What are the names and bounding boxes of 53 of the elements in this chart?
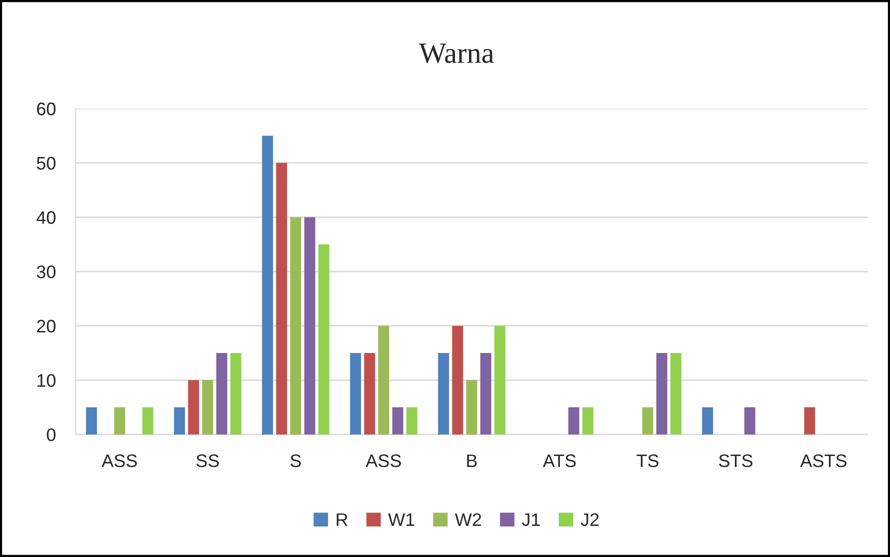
- bar: [114, 407, 126, 434]
- legend-label: W1: [388, 513, 414, 526]
- bar: [670, 353, 682, 434]
- legend-label: J1: [522, 513, 540, 526]
- legend-label: W2: [454, 513, 482, 526]
- bar: [86, 407, 97, 434]
- bar: [452, 326, 464, 434]
- y-tick-label: 40: [36, 211, 56, 224]
- y-tick-label: 0: [46, 428, 56, 442]
- bar: [290, 217, 302, 434]
- bar: [582, 407, 594, 434]
- x-tick-label: ATS: [542, 454, 576, 468]
- y-tick-label: 20: [37, 320, 56, 333]
- bar: [466, 380, 478, 434]
- bar: [304, 217, 316, 434]
- bar: [318, 244, 330, 434]
- x-tick-label: B: [467, 454, 477, 467]
- bar: [202, 380, 214, 434]
- y-tick-label: 60: [37, 102, 56, 116]
- bar: [744, 407, 756, 434]
- y-tick-label: 10: [38, 374, 56, 387]
- bar: [276, 162, 288, 434]
- bar: [642, 407, 654, 434]
- x-tick-label: STS: [718, 454, 752, 468]
- legend-label: R: [336, 513, 348, 526]
- y-tick-label: 50: [36, 156, 56, 170]
- bar: [438, 353, 450, 434]
- x-tick-label: ASS: [102, 454, 137, 468]
- bar: [230, 353, 242, 434]
- x-tick-label: SS: [196, 454, 219, 468]
- bar: [480, 353, 492, 434]
- bar: [216, 353, 228, 434]
- bar: [174, 407, 185, 434]
- bar: [364, 353, 376, 434]
- bar: [262, 136, 274, 434]
- bar: [568, 407, 580, 434]
- x-tick-label: S: [290, 454, 301, 468]
- bar: [392, 407, 404, 434]
- bar: [378, 326, 390, 434]
- bar: [656, 353, 668, 434]
- bar: [494, 326, 506, 434]
- y-tick-label: 30: [36, 265, 56, 278]
- bar: [350, 353, 362, 434]
- bar: [142, 407, 154, 434]
- chart-title: Warna: [418, 44, 494, 64]
- bar: [188, 380, 200, 434]
- x-tick-label: ASS: [366, 454, 401, 468]
- bar: [406, 407, 418, 434]
- x-tick-label: ASTS: [800, 454, 846, 468]
- x-tick-label: TS: [636, 454, 658, 468]
- legend-label: J2: [580, 513, 599, 526]
- bar: [702, 407, 714, 434]
- bar: [804, 407, 816, 434]
